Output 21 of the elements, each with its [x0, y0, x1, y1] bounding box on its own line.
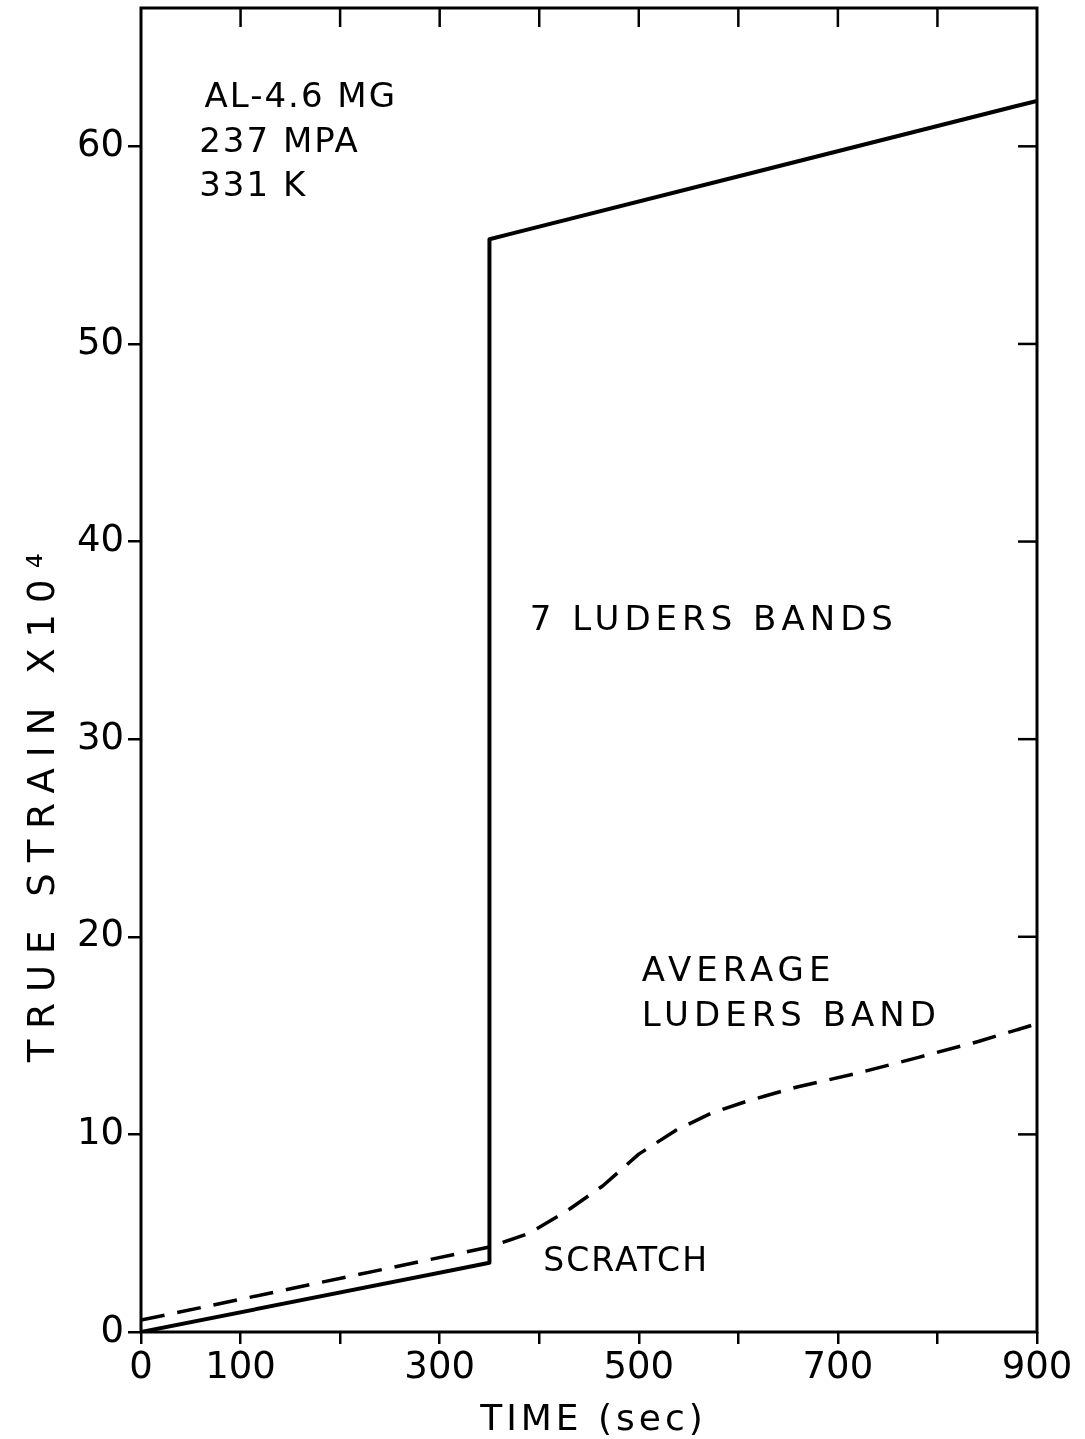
y-tick-label: 20 — [76, 912, 124, 956]
x-tick-label: 0 — [129, 1343, 153, 1387]
y-tick-label: 60 — [76, 121, 124, 165]
x-tick-label: 900 — [1001, 1343, 1073, 1387]
y-tick-label: 0 — [100, 1307, 124, 1351]
y-tick-label: 10 — [76, 1110, 124, 1153]
series-label: 7 LUDERS BANDS — [529, 598, 898, 639]
annotation: 331 K — [199, 164, 308, 205]
annotation: 237 MPA — [199, 120, 360, 161]
y-tick-label: 30 — [76, 714, 124, 758]
annotation: SCRATCH — [543, 1240, 709, 1280]
y-axis-title: TRUE STRAIN X10⁴ — [20, 542, 63, 1064]
x-tick-label: 100 — [205, 1343, 276, 1387]
x-axis-title: TIME (sec) — [479, 1397, 707, 1438]
x-tick-label: 500 — [603, 1343, 675, 1387]
series-label: AVERAGE LUDERS BAND — [641, 949, 941, 1035]
x-tick-label: 700 — [802, 1343, 874, 1387]
annotation: AL-4.6 MG — [204, 75, 398, 116]
x-tick-label: 300 — [404, 1343, 475, 1387]
y-tick-label: 50 — [76, 319, 124, 363]
y-tick-label: 40 — [76, 517, 124, 561]
